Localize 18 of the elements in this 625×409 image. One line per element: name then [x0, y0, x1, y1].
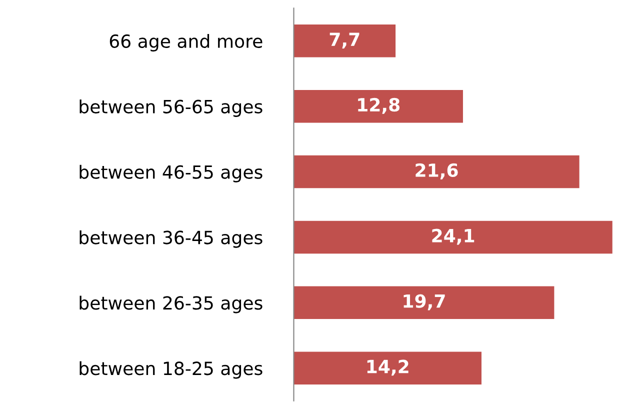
- y-tick-label: between 36-45 ages: [80, 230, 262, 248]
- data-label: 19,7: [404, 294, 445, 310]
- bar: [294, 220, 612, 254]
- y-tick-label: between 26-35 ages: [80, 296, 262, 314]
- bar: [294, 90, 463, 123]
- y-tick-label: between 46-55 ages: [80, 164, 262, 182]
- data-label: 14,2: [367, 360, 408, 376]
- bar: [294, 155, 580, 188]
- data-label: 21,6: [416, 163, 458, 180]
- data-label: 12,8: [358, 98, 400, 114]
- y-tick-label: between 56-65 ages: [80, 99, 262, 117]
- data-label: 7,7: [330, 32, 360, 48]
- bar: [294, 352, 482, 384]
- bar: [294, 24, 396, 58]
- data-label: 24,1: [432, 228, 474, 245]
- bar: [294, 286, 554, 320]
- y-tick-label: 66 age and more: [110, 34, 262, 52]
- y-tick-label: between 18-25 ages: [80, 361, 262, 379]
